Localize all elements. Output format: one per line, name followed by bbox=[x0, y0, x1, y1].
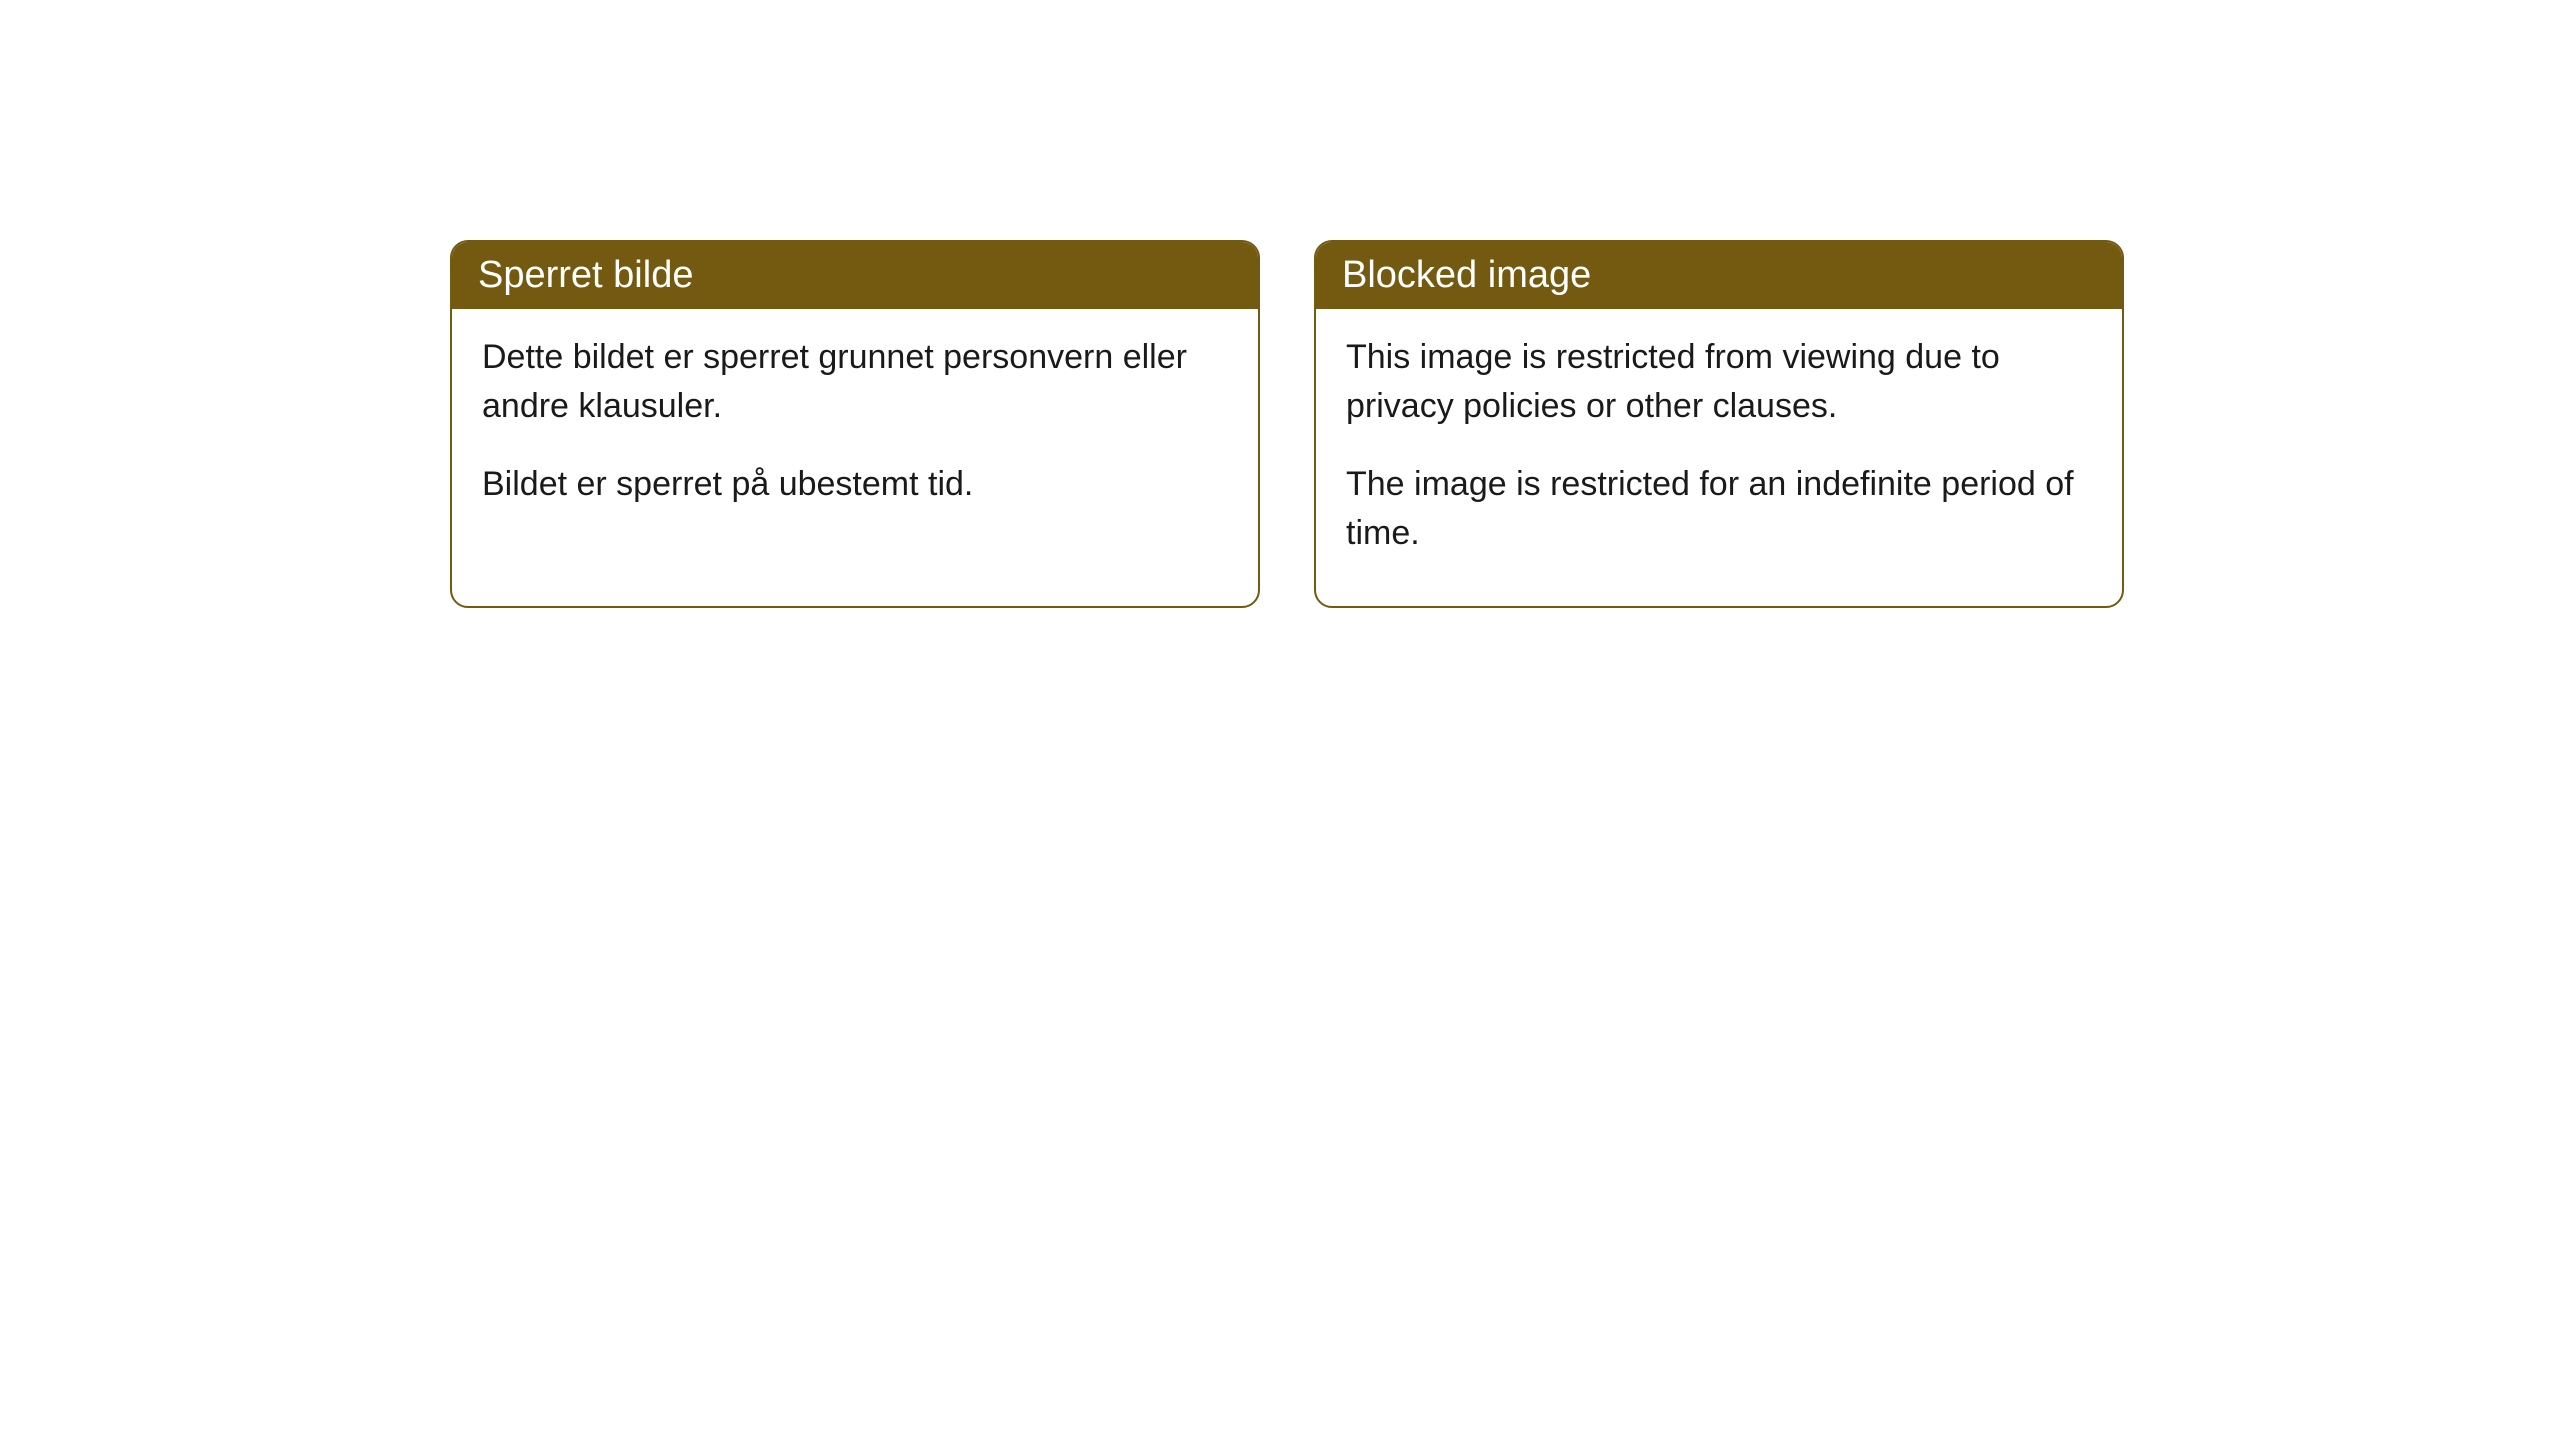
card-header-english: Blocked image bbox=[1316, 242, 2122, 309]
card-header-norwegian: Sperret bilde bbox=[452, 242, 1258, 309]
card-body-norwegian: Dette bildet er sperret grunnet personve… bbox=[452, 309, 1258, 557]
card-text-paragraph: Dette bildet er sperret grunnet personve… bbox=[482, 333, 1228, 432]
card-text-paragraph: This image is restricted from viewing du… bbox=[1346, 333, 2092, 432]
blocked-image-notices: Sperret bilde Dette bildet er sperret gr… bbox=[450, 240, 2124, 608]
blocked-image-card-norwegian: Sperret bilde Dette bildet er sperret gr… bbox=[450, 240, 1260, 608]
card-title: Sperret bilde bbox=[478, 254, 693, 296]
card-title: Blocked image bbox=[1342, 254, 1591, 296]
card-text-paragraph: The image is restricted for an indefinit… bbox=[1346, 460, 2092, 559]
blocked-image-card-english: Blocked image This image is restricted f… bbox=[1314, 240, 2124, 608]
card-text-paragraph: Bildet er sperret på ubestemt tid. bbox=[482, 460, 1228, 509]
card-body-english: This image is restricted from viewing du… bbox=[1316, 309, 2122, 606]
